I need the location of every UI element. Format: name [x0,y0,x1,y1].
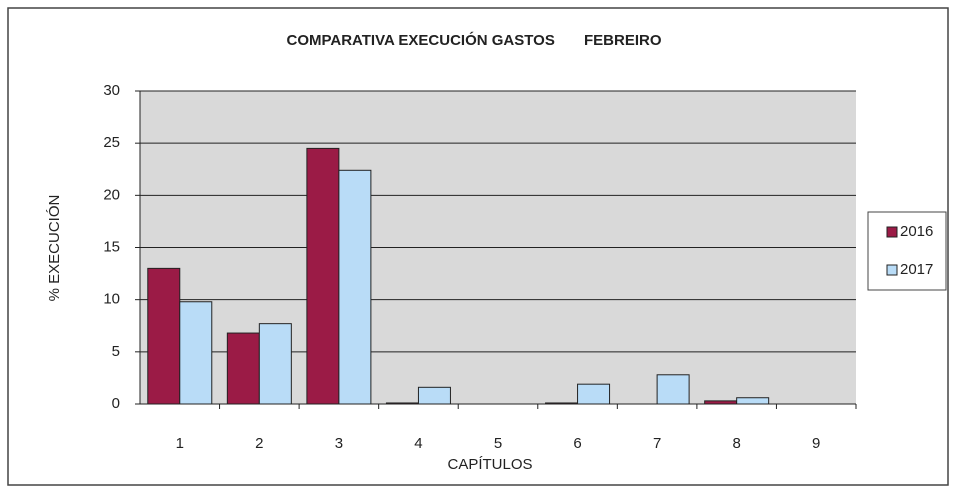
x-axis-label: CAPÍTULOS [447,456,532,473]
legend-swatch [886,226,898,238]
y-tick-label: 0 [112,395,120,412]
x-tick-label: 1 [176,435,184,452]
bar [417,386,451,405]
y-tick-label: 20 [103,186,120,203]
y-tick-label: 25 [103,134,120,151]
legend-swatch [886,264,898,276]
x-tick-label: 4 [414,435,422,452]
x-tick-label: 5 [494,435,502,452]
bar [258,323,292,405]
x-tick-label: 7 [653,435,661,452]
chart-title: COMPARATIVA EXECUCIÓN GASTOS FEBREIRO [286,31,661,49]
bar [577,383,611,405]
x-tick-label: 2 [255,435,263,452]
y-tick-label: 30 [103,82,120,99]
bar [656,374,690,405]
legend-label: 2016 [900,223,933,240]
bar [147,267,181,405]
bar [226,332,260,405]
bar [736,397,770,405]
bar [306,147,340,405]
x-tick-label: 6 [573,435,581,452]
y-tick-label: 10 [103,291,120,308]
x-tick-label: 9 [812,435,820,452]
y-axis-label: % EXECUCIÓN [46,195,63,302]
legend-label: 2017 [900,261,933,278]
legend [867,211,947,291]
y-tick-label: 5 [112,343,120,360]
y-tick-label: 15 [103,238,120,255]
bar [179,301,213,405]
bar [338,169,372,405]
x-tick-label: 8 [732,435,740,452]
x-tick-label: 3 [335,435,343,452]
